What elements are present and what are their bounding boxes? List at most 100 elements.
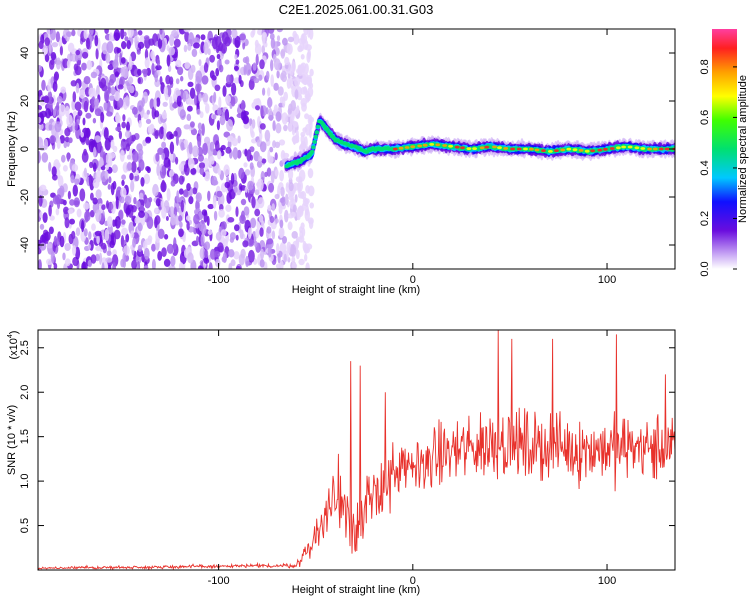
spectrogram-noise-blob [151,62,155,75]
spectrogram-noise-blob [194,209,199,215]
spectrogram-noise-blob [138,159,145,171]
spectrogram-noise-blob [270,74,275,87]
spectrogram-noise-blob [261,158,267,164]
spectrogram-noise-blob [300,222,305,230]
spectrogram-noise-blob [141,68,148,75]
spectrogram-noise-blob [231,82,237,96]
spectrogram-noise-blob [94,108,102,117]
spectrogram-noise-blob [186,98,194,105]
spectrogram-noise-blob [254,43,262,56]
spectrogram-noise-blob [132,237,137,248]
spectrogram-noise-blob [154,110,160,118]
spectrogram-noise-blob [48,124,53,131]
spectrogram-noise-blob [254,240,258,248]
spectrogram-noise-blob [187,105,193,112]
spectrogram-noise-blob [199,167,205,175]
spectrogram-noise-blob [241,109,247,122]
spectrogram-noise-blob [158,126,164,140]
spectrogram-noise-blob [247,180,254,191]
spectrogram-peak-mark [497,146,502,150]
spectrogram-noise-blob [240,210,245,222]
spectrogram-noise-blob [151,259,156,269]
spectrogram-noise-blob [248,78,255,91]
spectrogram-noise-blob [52,81,58,92]
spectrogram-noise-blob [58,104,66,117]
spectrogram-noise-blob [183,29,191,33]
spectrogram-noise-blob [64,217,70,229]
spectrogram-noise-blob [122,114,126,122]
spectrogram-noise-blob [201,75,209,85]
spectrogram-noise-blob [59,135,65,144]
spectrogram-noise-blob [83,202,90,210]
spectrogram-noise-blob [132,106,138,115]
spectrogram-noise-blob [126,40,131,50]
spectrogram-noise-blob [294,89,299,100]
spectrogram-peak-mark [454,145,460,149]
spectrogram-noise-blob [134,217,139,224]
spectrogram-noise-blob [176,95,182,107]
spectrogram-noise-blob [291,231,298,239]
spectrogram-noise-blob [38,259,42,269]
spectrogram-peak-mark [566,147,572,151]
spectrogram-noise-blob [50,29,56,41]
spectrogram-peak-mark [634,146,640,150]
spectrogram-noise-blob [113,29,121,41]
spectrogram-noise-blob [121,219,126,225]
spectrogram-noise-blob [64,127,71,137]
spectrogram-noise-blob [93,98,100,107]
spectrogram-noise-blob [118,130,122,140]
spectrogram-noise-blob [72,245,77,256]
spectrogram-noise-blob [307,185,315,197]
spectrogram-noise-blob [81,62,87,71]
spectrogram-noise-blob [189,87,196,100]
spectrogram-noise-blob [53,73,58,84]
spectrogram-noise-blob [234,54,238,60]
spectrogram-noise-blob [205,103,210,114]
spectrogram-panel: -100 0 100 -40 -20 0 20 40 Height of straight … [6,28,749,296]
spectrogram-noise-blob [170,255,176,267]
spectrogram-noise-blob [112,59,119,70]
spectrogram-noise-blob [197,122,202,130]
snr-y-tick-label: 1.0 [19,473,31,488]
spectrogram-noise-blob [234,224,240,232]
snr-y-scale-note-base: (x10 [8,338,20,359]
spectrogram-noise-blob [221,31,229,45]
spectrogram-noise-blob [126,154,132,160]
spectrogram-noise-blob [290,100,297,112]
spectrogram-peak-mark [541,149,546,153]
spectrogram-noise-blob [210,248,216,260]
spectrogram-noise-blob [76,208,82,218]
spectrogram-noise-blob [180,141,185,151]
spectrogram-noise-blob [187,252,194,264]
spectrogram-noise-blob [203,257,210,264]
spectrogram-noise-blob [212,114,217,120]
spectrogram-noise-blob [54,121,62,133]
spectrogram-noise-blob [155,152,160,162]
spectrogram-noise-blob [81,220,85,233]
spectrogram-noise-blob [187,67,194,80]
spectrogram-noise-blob [251,196,256,209]
spectrogram-noise-blob [125,95,130,107]
spectrogram-noise-blob [176,190,180,204]
spectrogram-noise-blob [39,211,43,219]
spectrogram-noise-blob [275,122,282,134]
spectrogram-noise-blob [161,141,167,149]
spectrogram-noise-blob [92,117,97,124]
spectrogram-noise-blob [38,150,41,163]
spectrogram-noise-blob [198,59,202,67]
spectrogram-noise-blob [38,65,42,72]
snr-y-scale-note: (x104) [7,331,20,360]
spectrogram-noise-blob [215,68,220,77]
spectrogram-noise-blob [125,233,130,243]
spectrogram-noise-blob [200,233,205,247]
spectrogram-noise-blob [124,36,129,42]
spectrogram-noise-blob [239,229,244,240]
spectrogram-y-tick-label: -20 [19,189,31,205]
spectrogram-noise-blob [222,85,227,97]
spectrogram-noise-blob [131,161,137,173]
spectrogram-noise-blob [157,228,165,239]
spectrogram-noise-blob [48,161,52,172]
spectrogram-y-tick-label: 20 [19,95,31,107]
spectrogram-noise-blob [137,244,143,252]
spectrogram-noise-blob [237,135,241,144]
